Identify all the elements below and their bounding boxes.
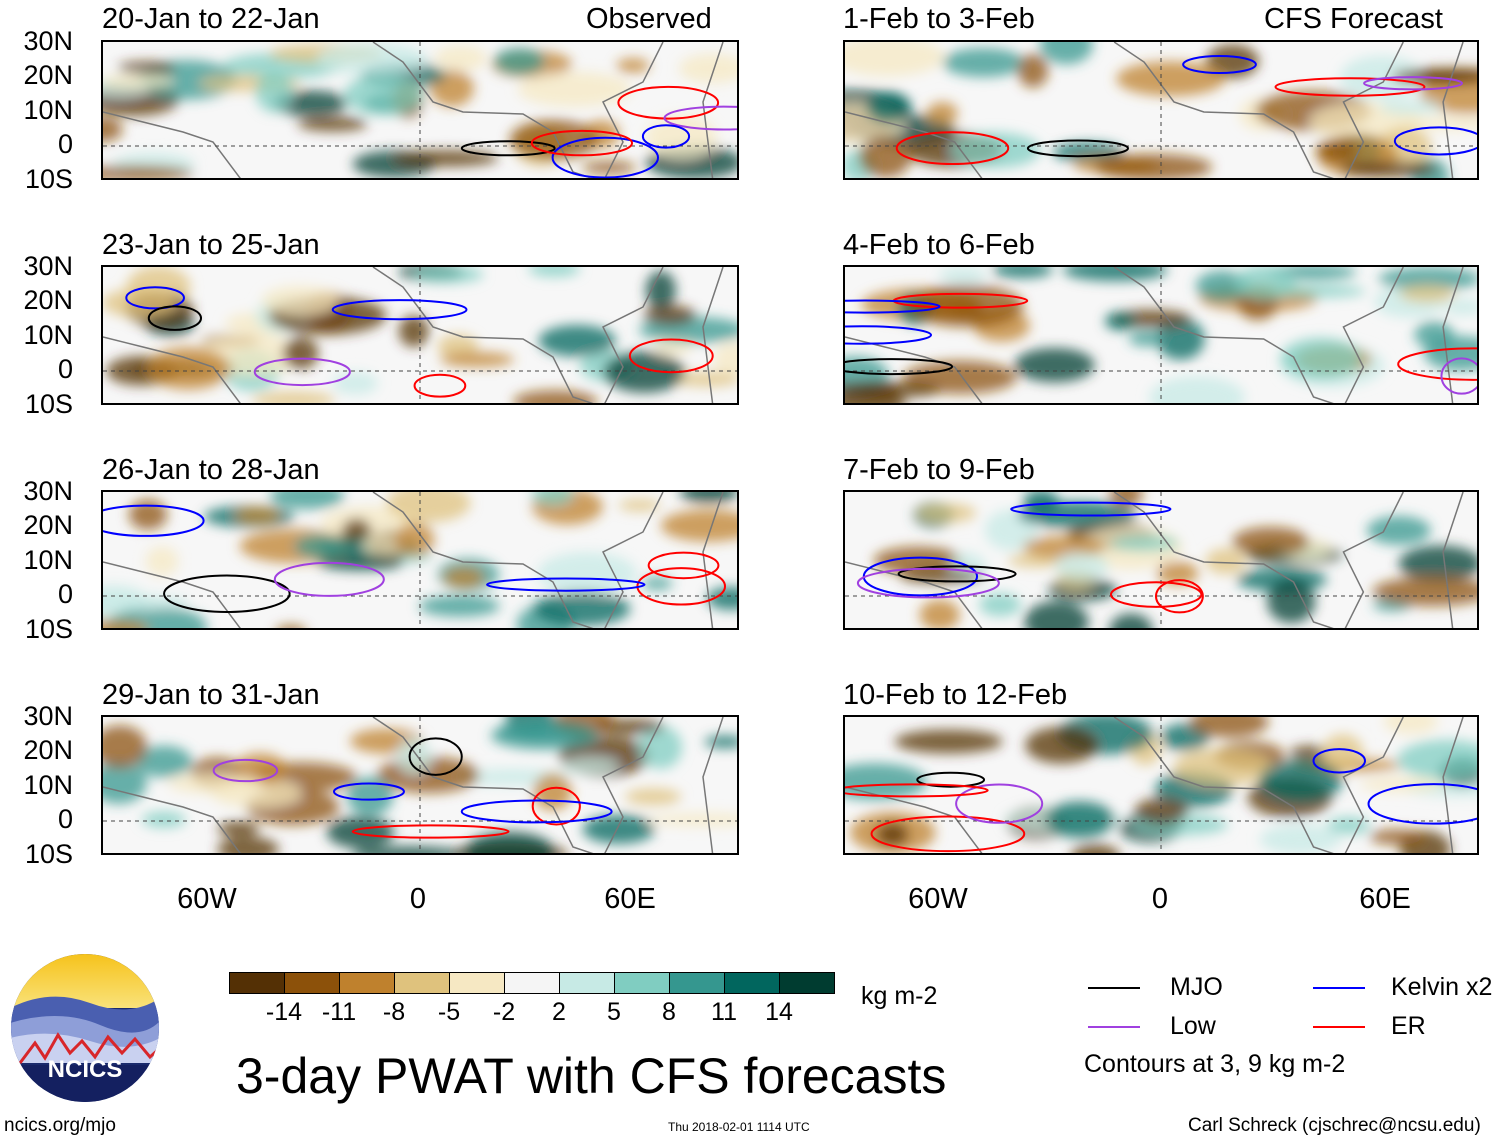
y-axis-label: 0 <box>57 354 73 384</box>
panel-title: 26-Jan to 28-Jan <box>102 454 320 486</box>
logo-text: NCICS <box>48 1056 123 1083</box>
colorbar-tick-label: -8 <box>382 998 406 1026</box>
y-axis-label: 0 <box>57 804 73 834</box>
map-panel <box>101 490 739 630</box>
ncics-logo: NCICS <box>10 953 160 1103</box>
colorbar-tick-label: -11 <box>321 998 357 1026</box>
footer-author: Carl Schreck (cjschrec@ncsu.edu) <box>1188 1115 1481 1136</box>
y-axis-label: 20N <box>23 60 73 90</box>
colorbar-unit: kg m-2 <box>861 982 938 1010</box>
colorbar-swatch <box>559 972 615 994</box>
y-axis-label: 0 <box>57 579 73 609</box>
y-axis-label: 20N <box>23 735 73 765</box>
panel-title: 7-Feb to 9-Feb <box>843 454 1035 486</box>
x-label-60e: 60E <box>604 883 656 915</box>
panel-source-label: Observed <box>586 3 712 35</box>
colorbar-swatch <box>394 972 450 994</box>
colorbar-tick-label: 2 <box>552 998 566 1026</box>
panel-title: 10-Feb to 12-Feb <box>843 679 1068 711</box>
colorbar-swatch <box>614 972 670 994</box>
y-axis-label: 10S <box>24 164 73 194</box>
panel-title: 4-Feb to 6-Feb <box>843 229 1035 261</box>
colorbar-swatch <box>669 972 725 994</box>
legend-label: MJO <box>1170 973 1223 1001</box>
y-axis-label: 0 <box>57 129 73 159</box>
main-title: 3-day PWAT with CFS forecasts <box>236 1048 947 1104</box>
colorbar-swatch <box>284 972 340 994</box>
y-axis-label: 30N <box>23 251 73 281</box>
colorbar-tick-label: -14 <box>265 998 303 1026</box>
legend-label: ER <box>1391 1012 1426 1040</box>
legend-line-er <box>1313 1026 1365 1028</box>
map-panel <box>101 715 739 855</box>
x-label-0: 0 <box>1151 883 1169 915</box>
y-axis-label: 10N <box>23 770 73 800</box>
legend-label: Kelvin x2 <box>1391 973 1493 1001</box>
y-axis-label: 20N <box>23 510 73 540</box>
colorbar-tick-label: 14 <box>765 998 793 1026</box>
colorbar-swatch <box>724 972 780 994</box>
panel-title: 23-Jan to 25-Jan <box>102 229 320 261</box>
panel-title: 20-Jan to 22-Jan <box>102 3 320 35</box>
map-panel <box>843 715 1479 855</box>
colorbar-swatch <box>504 972 560 994</box>
y-axis-label: 10N <box>23 545 73 575</box>
map-panel <box>843 40 1479 180</box>
y-axis-label: 30N <box>23 701 73 731</box>
colorbar-swatch <box>449 972 505 994</box>
footer-url: ncics.org/mjo <box>4 1115 116 1136</box>
x-label-60e: 60E <box>1359 883 1411 915</box>
x-label-0: 0 <box>409 883 427 915</box>
y-axis-label: 10N <box>23 95 73 125</box>
map-panel <box>101 265 739 405</box>
legend-label: Low <box>1170 1012 1216 1040</box>
legend-note: Contours at 3, 9 kg m-2 <box>1084 1050 1346 1078</box>
y-axis-label: 30N <box>23 26 73 56</box>
colorbar-swatch <box>779 972 835 994</box>
legend-line-kelvin <box>1313 987 1365 989</box>
footer-timestamp: Thu 2018-02-01 1114 UTC <box>668 1120 810 1134</box>
legend-line-mjo <box>1088 987 1140 989</box>
panel-title: 1-Feb to 3-Feb <box>843 3 1035 35</box>
colorbar-tick-label: 11 <box>711 998 737 1026</box>
panel-source-label: CFS Forecast <box>1264 3 1443 35</box>
x-label-60w: 60W <box>908 883 968 915</box>
colorbar-tick-label: -5 <box>437 998 461 1026</box>
y-axis-label: 10S <box>24 389 73 419</box>
y-axis-label: 30N <box>23 476 73 506</box>
y-axis-label: 10N <box>23 320 73 350</box>
map-panel <box>101 40 739 180</box>
y-axis-label: 10S <box>24 839 73 869</box>
y-axis-label: 10S <box>24 614 73 644</box>
colorbar-swatch <box>339 972 395 994</box>
map-panel <box>843 265 1479 405</box>
colorbar-tick-label: -2 <box>492 998 516 1026</box>
colorbar-swatch <box>229 972 285 994</box>
x-label-60w: 60W <box>177 883 237 915</box>
colorbar-tick-label: 8 <box>662 998 676 1026</box>
panel-title: 29-Jan to 31-Jan <box>102 679 320 711</box>
colorbar-tick-label: 5 <box>607 998 621 1026</box>
map-panel <box>843 490 1479 630</box>
y-axis-label: 20N <box>23 285 73 315</box>
legend-line-low <box>1088 1026 1140 1028</box>
